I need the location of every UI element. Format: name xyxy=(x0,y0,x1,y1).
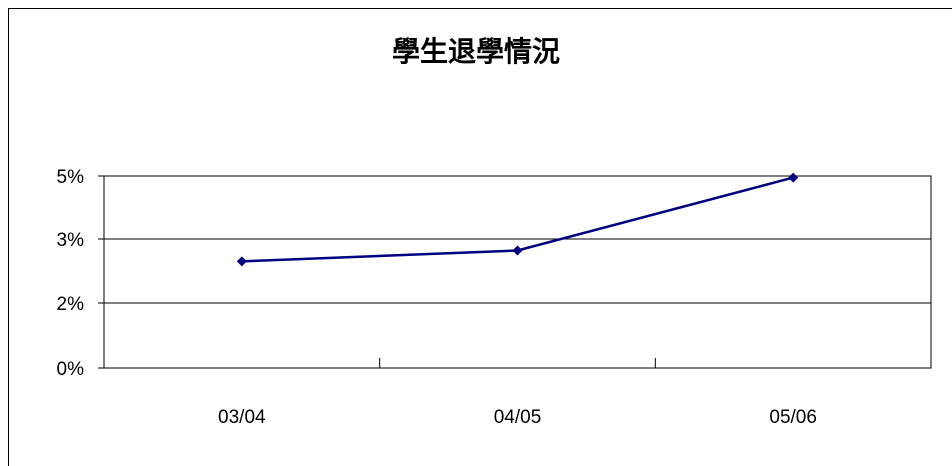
chart-frame xyxy=(8,8,952,466)
data-point xyxy=(788,172,799,183)
y-tick-label: 5% xyxy=(57,167,85,188)
x-tick-label: 05/06 xyxy=(769,407,817,428)
y-tick-label: 2% xyxy=(57,294,85,315)
data-point xyxy=(236,256,247,267)
x-tick-label: 04/05 xyxy=(494,407,542,428)
plot-area xyxy=(103,175,932,369)
data-point xyxy=(512,245,523,256)
y-tick-label: 0% xyxy=(57,359,85,380)
chart-title: 學生退學情況 xyxy=(391,35,560,68)
x-tick-label: 03/04 xyxy=(218,407,266,428)
y-tick-label: 3% xyxy=(57,230,85,251)
